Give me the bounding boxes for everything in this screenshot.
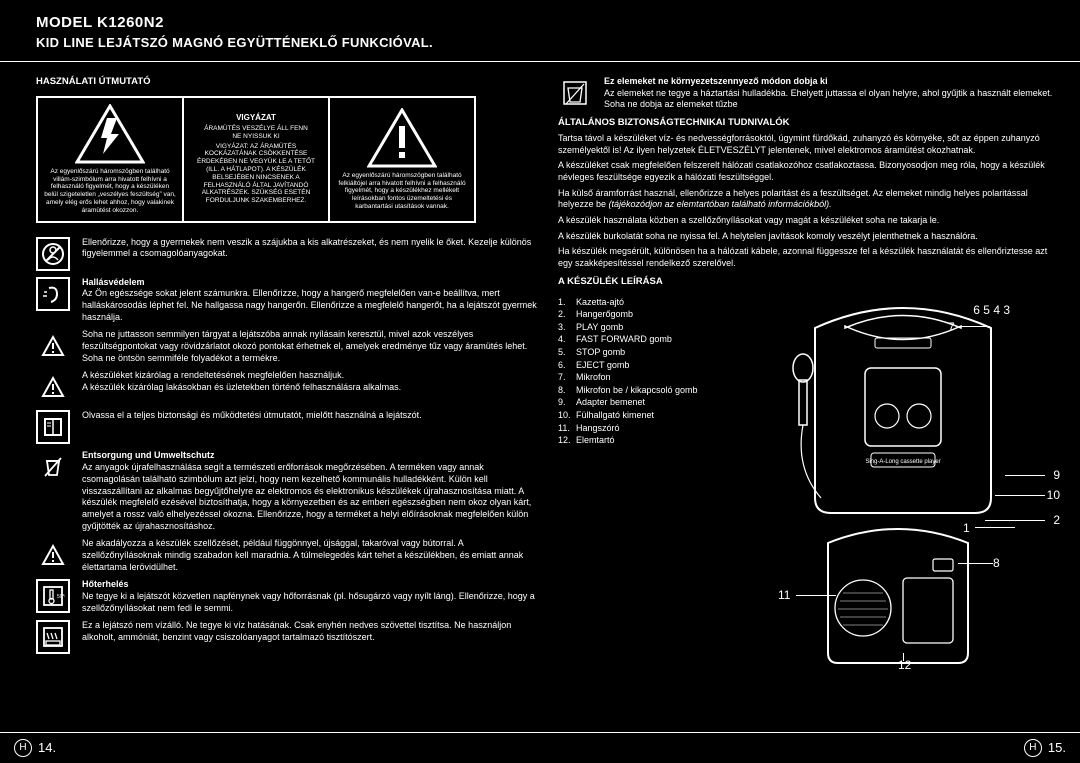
wet-icon (36, 620, 70, 654)
tri-icon (36, 329, 70, 363)
safety-row-text: HallásvédelemAz Ön egészsége sokat jelen… (82, 277, 538, 324)
book-icon (36, 410, 70, 444)
safety-row: Olvassa el a teljes biztonsági és működt… (36, 410, 538, 444)
safety-row-text: HőterhelésNe tegye ki a lejátszót közvet… (82, 579, 538, 614)
bin-text: Az elemeket ne tegye a háztartási hullad… (604, 88, 1052, 110)
part-item: Mikrofon (558, 371, 738, 384)
part-item: Mikrofon be / kikapcsoló gomb (558, 384, 738, 397)
safety-row-text: Soha ne juttasson semmilyen tárgyat a le… (82, 329, 538, 364)
safety-row: Ne akadályozza a készülék szellőzését, p… (36, 538, 538, 573)
page-num-left: H14. (14, 739, 56, 757)
part-item: EJECT gomb (558, 359, 738, 372)
safety-p4: A készülék használata közben a szellőzőn… (558, 215, 1060, 227)
safety-row-text: Entsorgung und UmweltschutzAz anyagok új… (82, 450, 538, 532)
parts-list: Kazetta-ajtóHangerőgombPLAY gombFAST FOR… (558, 292, 738, 668)
part-item: Hangerőgomb (558, 308, 738, 321)
battery-bin-icon (558, 76, 592, 110)
safety-p6: Ha készülék megsérült, különösen ha a há… (558, 246, 1060, 269)
part-item: Kazetta-ajtó (558, 296, 738, 309)
diagram-num-2: 2 (1053, 513, 1060, 528)
device-back-icon (808, 523, 988, 673)
safety-row-text: Ez a lejátszó nem vízálló. Ne tegye ki v… (82, 620, 538, 654)
safety-row: HallásvédelemAz Ön egészsége sokat jelen… (36, 277, 538, 324)
part-item: Elemtartó (558, 434, 738, 447)
warning-center-body: VIGYÁZAT: AZ ÁRAMÜTÉS KOCKÁZATÁNAK CSÖKK… (190, 143, 322, 205)
part-item: Hangszóró (558, 422, 738, 435)
safety-row-text: Olvassa el a teljes biztonsági és működt… (82, 410, 538, 444)
bin-title: Ez elemeket ne környezetszennyező módon … (604, 76, 828, 86)
svg-text:Sing-A-Long cassette player: Sing-A-Long cassette player (865, 459, 940, 465)
title-line: KID LINE LEJÁTSZÓ MAGNÓ EGYÜTTÉNEKLŐ FUN… (36, 35, 1060, 51)
part-item: Adapter bemenet (558, 396, 738, 409)
part-item: STOP gomb (558, 346, 738, 359)
desc-heading: A KÉSZÜLÉK LEÍRÁSA (558, 276, 1060, 288)
device-diagram: Sing-A-Long cassette player (748, 298, 1060, 668)
lightning-triangle-icon (75, 104, 145, 164)
safety-p5: A készülék burkolatát soha ne nyissa fel… (558, 231, 1060, 243)
warning-center-title: VIGYÁZAT (236, 113, 276, 123)
safety-heading: ÁLTALÁNOS BIZTONSÁGTECHNIKAI TUDNIVALÓK (558, 117, 1060, 129)
model-line: MODEL K1260N2 (36, 14, 1060, 33)
svg-text:50°C: 50°C (57, 594, 65, 600)
diagram-num-1: 1 (963, 521, 970, 536)
diagram-num-12: 12 (898, 658, 911, 673)
safety-row: Soha ne juttasson semmilyen tárgyat a le… (36, 329, 538, 364)
safety-p1: Tartsa távol a készüléket víz- és nedves… (558, 133, 1060, 156)
page-num-right: H15. (1024, 739, 1066, 757)
left-column: HASZNÁLATI ÚTMUTATÓ Az egyenlőszárú háro… (36, 70, 538, 668)
right-column: Ez elemeket ne környezetszennyező módon … (558, 70, 1060, 668)
safety-row: 50°C HőterhelésNe tegye ki a lejátszót kö… (36, 579, 538, 614)
diagram-num-10: 10 (1047, 488, 1060, 503)
diagram-num-8: 8 (993, 556, 1000, 571)
safety-row: A készüléket kizárólag a rendeltetésének… (36, 370, 538, 404)
safety-row: Entsorgung und UmweltschutzAz anyagok új… (36, 450, 538, 532)
safety-row-text: Ellenőrizze, hogy a gyermekek nem veszik… (82, 237, 538, 271)
warning-center-line1: ÁRAMÜTÉS VESZÉLYE ÁLL FENN NE NYISSUK KI (204, 125, 308, 141)
safety-row: Ez a lejátszó nem vízálló. Ne tegye ki v… (36, 620, 538, 654)
safety-p2: A készüléket csak megfelelően felszerelt… (558, 160, 1060, 183)
part-item: PLAY gomb (558, 321, 738, 334)
diagram-num-9: 9 (1053, 468, 1060, 483)
ear-icon (36, 277, 70, 311)
exclamation-triangle-icon (367, 108, 437, 168)
tri-icon (36, 538, 70, 572)
warning-right-text: Az egyenlőszárú háromszögben található f… (336, 172, 468, 211)
safety-p3: Ha külső áramforrást használ, ellenőrizz… (558, 188, 1060, 211)
warning-left-text: Az egyenlőszárú háromszögben található v… (44, 168, 176, 215)
safety-row-text: A készüléket kizárólag a rendeltetésének… (82, 370, 538, 404)
bin-icon (36, 450, 70, 484)
warning-frame: Az egyenlőszárú háromszögben található v… (36, 96, 476, 223)
diagram-num-7: 7 (948, 320, 955, 335)
part-item: FAST FORWARD gomb (558, 333, 738, 346)
diagram-num-11: 11 (778, 588, 790, 603)
diagram-num-seq: 6 5 4 3 (973, 303, 1010, 318)
nochild-icon (36, 237, 70, 271)
temp-icon: 50°C (36, 579, 70, 613)
tri-icon (36, 370, 70, 404)
safety-row-text: Ne akadályozza a készülék szellőzését, p… (82, 538, 538, 573)
left-heading: HASZNÁLATI ÚTMUTATÓ (36, 76, 538, 88)
device-front-icon: Sing-A-Long cassette player (775, 298, 1030, 528)
part-item: Fülhallgató kimenet (558, 409, 738, 422)
safety-row: Ellenőrizze, hogy a gyermekek nem veszik… (36, 237, 538, 271)
